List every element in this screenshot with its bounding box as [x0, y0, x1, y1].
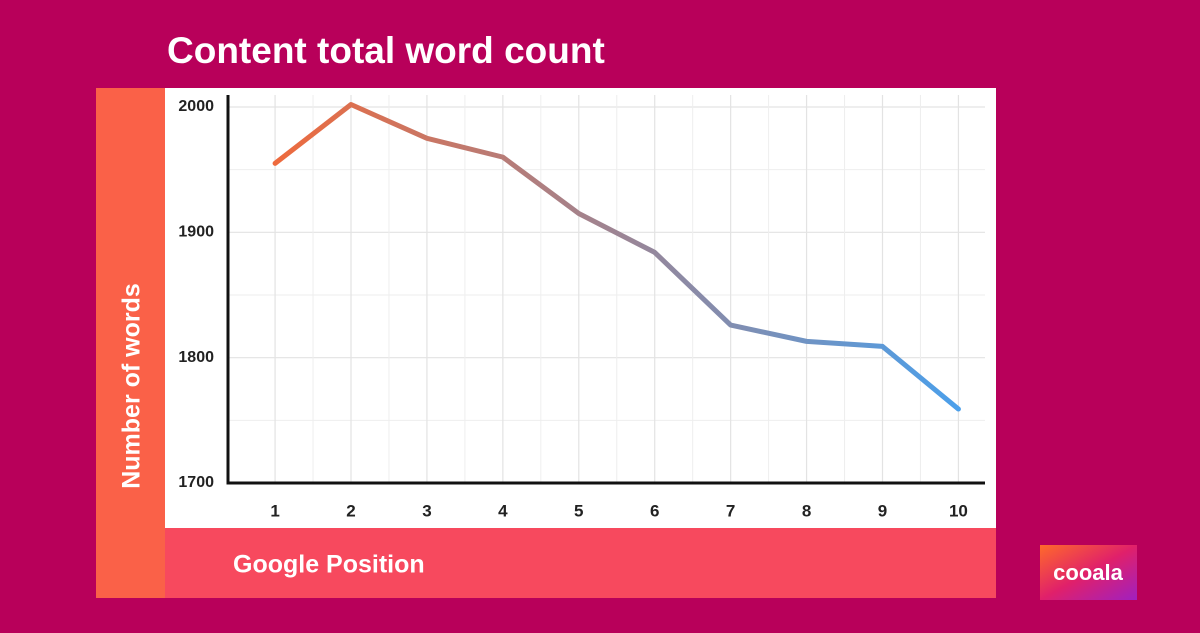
y-label-band [96, 88, 165, 598]
y-tick-label: 2000 [178, 98, 214, 115]
x-tick-label: 1 [270, 501, 279, 520]
y-tick-label: 1700 [178, 474, 214, 491]
x-axis-label: Google Position [233, 551, 425, 579]
x-tick-label: 3 [422, 501, 431, 520]
x-tick-label: 6 [650, 501, 659, 520]
x-tick-label: 4 [498, 501, 508, 520]
plot: 1700 1800 1900 2000 1 2 3 4 5 6 7 8 9 10 [178, 95, 985, 520]
logo-text: cooala [1053, 560, 1123, 585]
y-tick-label: 1800 [178, 349, 214, 366]
x-tick-label: 9 [878, 501, 887, 520]
x-tick-label: 5 [574, 501, 583, 520]
x-tick-label: 8 [802, 501, 811, 520]
x-label-band [165, 528, 996, 598]
logo-box [1040, 545, 1137, 600]
x-tick-label: 7 [726, 501, 735, 520]
x-tick-label: 10 [949, 501, 968, 520]
chart-title: Content total word count [167, 30, 605, 71]
plot-background [165, 88, 996, 528]
x-tick-label: 2 [346, 501, 355, 520]
y-tick-label: 1900 [178, 224, 214, 241]
data-line [272, 101, 961, 412]
y-axis-label: Number of words [118, 283, 146, 489]
